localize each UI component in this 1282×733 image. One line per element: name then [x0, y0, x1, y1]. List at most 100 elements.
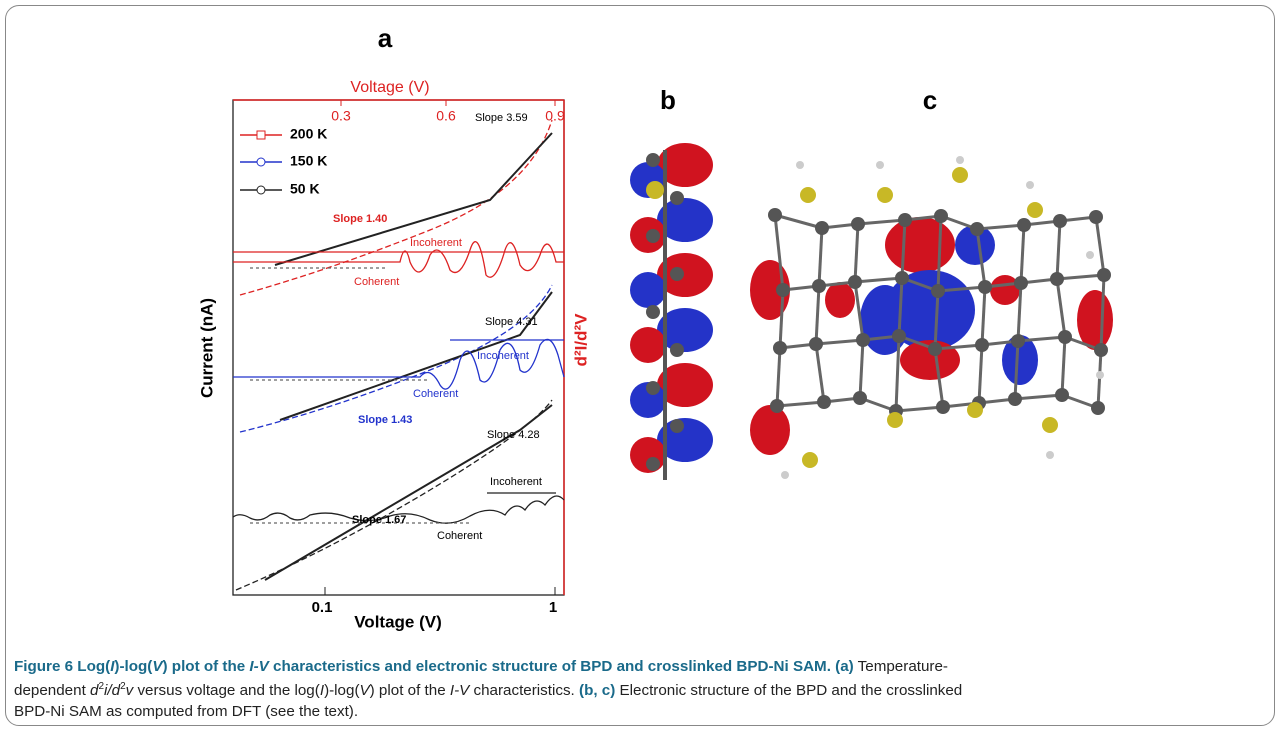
atom	[975, 338, 989, 352]
x-axis-title: Voltage (V)	[354, 612, 442, 631]
annotation: Slope 4.31	[485, 316, 538, 328]
orbital-lobe	[630, 272, 666, 308]
atom	[967, 402, 983, 418]
bond	[855, 224, 858, 282]
atom	[1027, 202, 1043, 218]
atom	[848, 275, 862, 289]
atom	[934, 209, 948, 223]
bond	[816, 340, 863, 344]
atom	[936, 400, 950, 414]
bond	[1057, 275, 1104, 279]
caption-text: V	[152, 658, 162, 675]
atom	[970, 222, 984, 236]
atom	[1097, 268, 1111, 282]
caption-text: ) plot of the	[163, 658, 250, 675]
bond	[1021, 225, 1024, 283]
legend: 200 K 150 K 50 K	[240, 126, 327, 197]
bond	[1098, 350, 1101, 408]
caption-text: I-V	[249, 658, 268, 675]
atom	[1094, 343, 1108, 357]
orbital-lobe	[885, 217, 955, 273]
annotation: Coherent	[437, 530, 482, 542]
atom	[796, 161, 804, 169]
caption-text: Temperature-	[858, 658, 948, 675]
atom	[956, 156, 964, 164]
top-tick-label: 0.6	[436, 108, 456, 124]
top-tick-label: 0.3	[331, 108, 351, 124]
caption-text: I-V	[450, 682, 469, 699]
caption-text: ) plot of the	[370, 682, 450, 699]
orbital-lobe	[750, 405, 790, 455]
atom	[1017, 218, 1031, 232]
annotation: Slope 3.59	[475, 112, 528, 124]
orbital-lobe	[630, 327, 666, 363]
annotation: Incoherent	[490, 476, 542, 488]
caption-text: i/d	[104, 682, 120, 699]
atom	[928, 342, 942, 356]
bond	[982, 287, 985, 345]
panel-label: a	[378, 23, 393, 53]
caption-text: BPD-Ni SAM as computed from DFT (see the…	[14, 703, 358, 720]
bond	[777, 348, 780, 406]
caption-text: dependent	[14, 682, 90, 699]
atom	[978, 280, 992, 294]
annotation: Incoherent	[410, 237, 462, 249]
atom	[800, 187, 816, 203]
bond	[977, 225, 1024, 229]
bond	[819, 228, 822, 286]
orbital-lobe	[1077, 290, 1113, 350]
atom	[877, 187, 893, 203]
atom	[1050, 272, 1064, 286]
caption-text: V	[360, 682, 370, 699]
atom	[1086, 251, 1094, 259]
atom	[1014, 276, 1028, 290]
atom	[646, 229, 660, 243]
atom	[781, 471, 789, 479]
atom	[1053, 214, 1067, 228]
atom	[887, 412, 903, 428]
molecule-b	[630, 143, 713, 480]
atom	[1042, 417, 1058, 433]
bond	[816, 344, 824, 402]
atom	[812, 279, 826, 293]
caption-text: characteristics.	[469, 682, 575, 699]
bond	[1015, 395, 1062, 399]
atom	[1008, 392, 1022, 406]
top-axis-title: Voltage (V)	[350, 79, 429, 96]
atom	[670, 343, 684, 357]
annotation: Coherent	[354, 276, 399, 288]
atom	[646, 305, 660, 319]
atom	[646, 181, 664, 199]
bond	[896, 407, 943, 411]
caption-text: (a)	[835, 658, 854, 675]
panel-label: c	[923, 85, 937, 115]
atom	[802, 452, 818, 468]
atom	[646, 457, 660, 471]
atom	[773, 341, 787, 355]
figure: a Voltage (V) 0.3 0.6 0.9 0.1 1 Voltage …	[0, 0, 1282, 650]
atom	[817, 395, 831, 409]
atom	[768, 208, 782, 222]
atom	[898, 213, 912, 227]
atom	[1096, 371, 1104, 379]
atom	[892, 329, 906, 343]
bond	[979, 345, 982, 403]
atom	[952, 167, 968, 183]
annotation: Slope 1.43	[358, 414, 412, 426]
y-axis-title: Current (nA)	[197, 298, 216, 398]
atom	[1026, 181, 1034, 189]
annotation: Coherent	[413, 388, 458, 400]
legend-label: 150 K	[290, 153, 327, 169]
molecule-c	[750, 156, 1113, 479]
annotation: Incoherent	[477, 350, 529, 362]
bond	[777, 402, 824, 406]
panel-label: b	[660, 85, 676, 115]
top-tick-label: 0.9	[545, 108, 565, 124]
atom	[851, 217, 865, 231]
x-tick-label: 0.1	[312, 599, 333, 616]
x-tick-label: 1	[549, 599, 557, 616]
bond	[1057, 279, 1065, 337]
annotation: Slope 1.40	[333, 213, 387, 225]
atom	[1011, 334, 1025, 348]
bond	[1057, 221, 1060, 279]
